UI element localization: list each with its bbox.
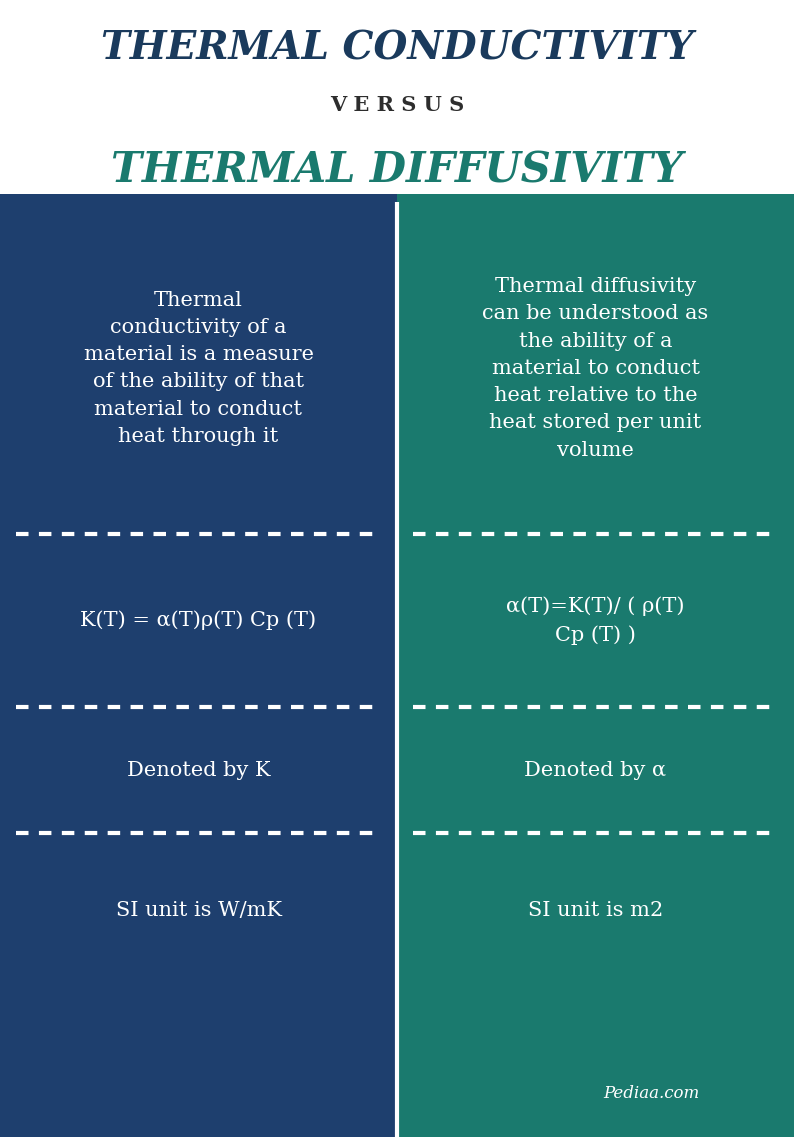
Text: SI unit is m2: SI unit is m2 [528, 901, 663, 920]
Text: Pediaa.com: Pediaa.com [603, 1086, 700, 1102]
Text: K(T) = α(T)ρ(T) Cp (T): K(T) = α(T)ρ(T) Cp (T) [80, 611, 317, 630]
Text: Denoted by α: Denoted by α [525, 761, 666, 780]
Text: Thermal diffusivity
can be understood as
the ability of a
material to conduct
he: Thermal diffusivity can be understood as… [483, 277, 708, 459]
Bar [0, 202, 397, 1137]
Text: α(T)=K(T)/ ( ρ(T)
Cp (T) ): α(T)=K(T)/ ( ρ(T) Cp (T) ) [507, 597, 684, 645]
Text: THERMAL DIFFUSIVITY: THERMAL DIFFUSIVITY [111, 150, 683, 191]
Text: SI unit is W/mK: SI unit is W/mK [115, 901, 282, 920]
Bar [0, 194, 397, 202]
Text: V E R S U S: V E R S U S [330, 94, 464, 115]
Bar [397, 194, 794, 202]
Text: Denoted by K: Denoted by K [127, 761, 270, 780]
Bar [397, 202, 794, 1137]
Text: THERMAL CONDUCTIVITY: THERMAL CONDUCTIVITY [101, 30, 693, 68]
Text: Thermal
conductivity of a
material is a measure
of the ability of that
material : Thermal conductivity of a material is a … [83, 291, 314, 446]
